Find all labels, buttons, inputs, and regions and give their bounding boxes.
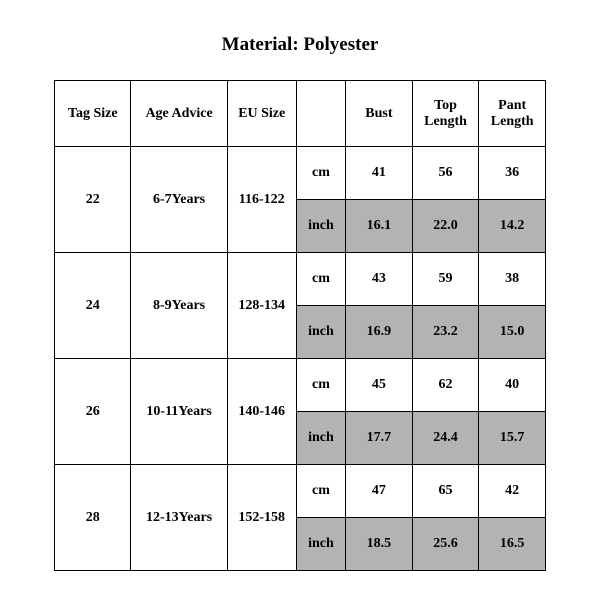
cell-bust-inch: 18.5	[346, 518, 413, 571]
cell-top-inch: 22.0	[412, 200, 479, 253]
cell-bust-cm: 45	[346, 359, 413, 412]
cell-bust-inch: 17.7	[346, 412, 413, 465]
cell-pant-cm: 42	[479, 465, 546, 518]
cell-age-advice: 8-9Years	[131, 253, 227, 359]
cell-age-advice: 12-13Years	[131, 465, 227, 571]
cell-tag-size: 24	[55, 253, 131, 359]
table-row: 24 8-9Years 128-134 cm 43 59 38	[55, 253, 546, 306]
cell-unit-inch: inch	[296, 518, 345, 571]
cell-bust-cm: 43	[346, 253, 413, 306]
cell-pant-cm: 36	[479, 147, 546, 200]
cell-eu-size: 128-134	[227, 253, 296, 359]
col-top-length: Top Length	[412, 81, 479, 147]
page-title: Material: Polyester	[0, 0, 600, 80]
cell-pant-cm: 40	[479, 359, 546, 412]
cell-eu-size: 152-158	[227, 465, 296, 571]
cell-top-cm: 59	[412, 253, 479, 306]
cell-unit-cm: cm	[296, 253, 345, 306]
table-row: 22 6-7Years 116-122 cm 41 56 36	[55, 147, 546, 200]
cell-unit-cm: cm	[296, 465, 345, 518]
cell-bust-inch: 16.9	[346, 306, 413, 359]
table-header-row: Tag Size Age Advice EU Size Bust Top Len…	[55, 81, 546, 147]
col-age-advice: Age Advice	[131, 81, 227, 147]
cell-top-cm: 62	[412, 359, 479, 412]
cell-unit-inch: inch	[296, 306, 345, 359]
size-table-wrapper: Tag Size Age Advice EU Size Bust Top Len…	[0, 80, 600, 571]
cell-tag-size: 28	[55, 465, 131, 571]
cell-unit-inch: inch	[296, 412, 345, 465]
cell-top-cm: 56	[412, 147, 479, 200]
cell-pant-inch: 16.5	[479, 518, 546, 571]
cell-top-inch: 25.6	[412, 518, 479, 571]
cell-age-advice: 10-11Years	[131, 359, 227, 465]
table-row: 26 10-11Years 140-146 cm 45 62 40	[55, 359, 546, 412]
size-table: Tag Size Age Advice EU Size Bust Top Len…	[54, 80, 546, 571]
table-row: 28 12-13Years 152-158 cm 47 65 42	[55, 465, 546, 518]
cell-eu-size: 140-146	[227, 359, 296, 465]
col-bust: Bust	[346, 81, 413, 147]
cell-bust-cm: 41	[346, 147, 413, 200]
cell-unit-cm: cm	[296, 359, 345, 412]
cell-pant-inch: 14.2	[479, 200, 546, 253]
cell-unit-cm: cm	[296, 147, 345, 200]
cell-top-cm: 65	[412, 465, 479, 518]
cell-pant-inch: 15.0	[479, 306, 546, 359]
col-unit	[296, 81, 345, 147]
cell-unit-inch: inch	[296, 200, 345, 253]
cell-pant-inch: 15.7	[479, 412, 546, 465]
cell-top-inch: 24.4	[412, 412, 479, 465]
cell-age-advice: 6-7Years	[131, 147, 227, 253]
col-tag-size: Tag Size	[55, 81, 131, 147]
cell-tag-size: 26	[55, 359, 131, 465]
cell-tag-size: 22	[55, 147, 131, 253]
cell-bust-cm: 47	[346, 465, 413, 518]
cell-bust-inch: 16.1	[346, 200, 413, 253]
col-pant-length: Pant Length	[479, 81, 546, 147]
cell-pant-cm: 38	[479, 253, 546, 306]
cell-eu-size: 116-122	[227, 147, 296, 253]
cell-top-inch: 23.2	[412, 306, 479, 359]
col-eu-size: EU Size	[227, 81, 296, 147]
